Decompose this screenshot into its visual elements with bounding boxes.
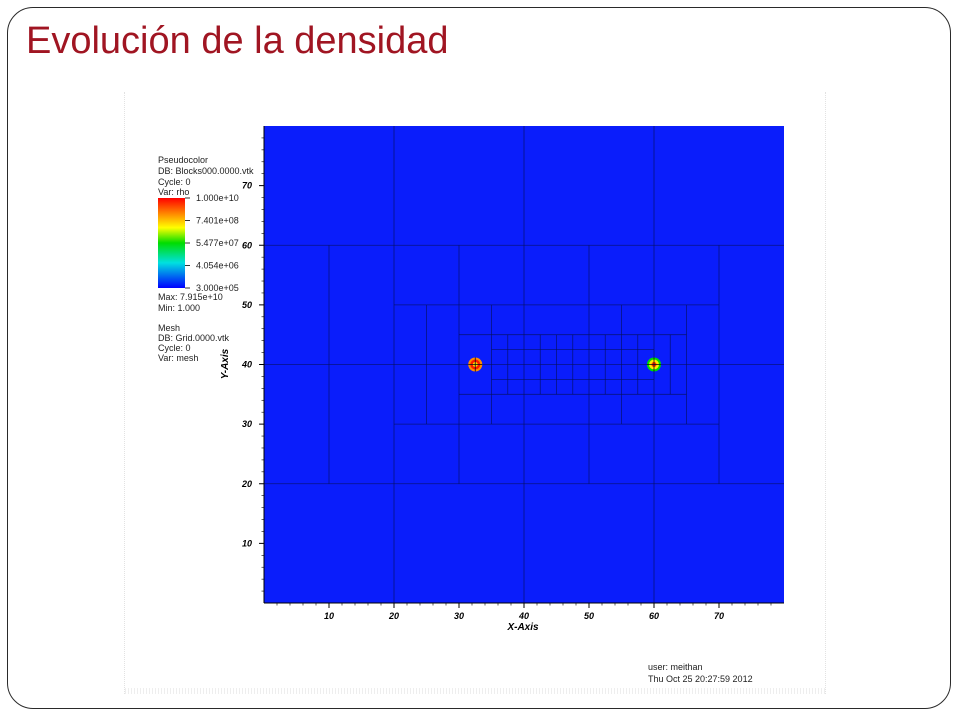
legend-pseudocolor-cycle: Cycle: 0 bbox=[158, 177, 191, 187]
colorbar-tick-label: 3.000e+05 bbox=[196, 283, 239, 293]
colorbar-ticks: 1.000e+10 7.401e+08 5.477e+07 4.054e+06 3.00… bbox=[185, 193, 239, 293]
density-hotspot bbox=[647, 357, 661, 372]
y-tick-label: 50 bbox=[242, 300, 252, 310]
x-tick-label: 70 bbox=[714, 611, 724, 621]
x-tick-label: 20 bbox=[388, 611, 399, 621]
legend-mesh-heading: Mesh bbox=[158, 323, 180, 333]
legend-pseudocolor-var: Var: rho bbox=[158, 187, 189, 197]
y-tick-label: 70 bbox=[242, 181, 252, 191]
x-tick-label: 60 bbox=[649, 611, 659, 621]
legend-pseudocolor-db: DB: Blocks000.0000.vtk bbox=[158, 166, 254, 176]
slide-title: Evolución de la densidad bbox=[26, 20, 449, 62]
legend-mesh-var: Var: mesh bbox=[158, 353, 198, 363]
colorbar-tick-label: 4.054e+06 bbox=[196, 261, 239, 271]
x-tick-label: 40 bbox=[518, 611, 529, 621]
y-tick-label: 20 bbox=[241, 479, 252, 489]
legend-mesh-cycle: Cycle: 0 bbox=[158, 343, 191, 353]
colorbar-tick-label: 5.477e+07 bbox=[196, 238, 239, 248]
y-tick-label: 10 bbox=[242, 538, 252, 548]
axes: 10 20 30 40 50 60 70 10 20 30 40 50 60 70 bbox=[241, 126, 784, 621]
x-tick-label: 10 bbox=[324, 611, 334, 621]
y-axis-label: Y-Axis bbox=[220, 348, 231, 379]
x-tick-label: 30 bbox=[454, 611, 464, 621]
legend-min: Min: 1.000 bbox=[158, 303, 200, 313]
legend-max: Max: 7.915e+10 bbox=[158, 292, 223, 302]
x-tick-label: 50 bbox=[584, 611, 594, 621]
footer-user: user: meithan bbox=[648, 662, 703, 672]
legend: Pseudocolor DB: Blocks000.0000.vtk Cycle… bbox=[158, 155, 254, 363]
colorbar-tick-label: 7.401e+08 bbox=[196, 216, 239, 226]
colorbar-tick-label: 1.000e+10 bbox=[196, 193, 239, 203]
colorbar bbox=[158, 198, 185, 288]
footer-date: Thu Oct 25 20:27:59 2012 bbox=[648, 674, 753, 684]
density-hotspot bbox=[468, 357, 483, 372]
y-tick-label: 60 bbox=[242, 240, 252, 250]
x-axis-label: X-Axis bbox=[506, 622, 539, 633]
density-hotspots bbox=[468, 357, 661, 372]
legend-mesh-db: DB: Grid.0000.vtk bbox=[158, 333, 230, 343]
y-tick-label: 40 bbox=[241, 360, 252, 370]
y-tick-label: 30 bbox=[242, 419, 252, 429]
panel-bottom-strip bbox=[125, 688, 825, 694]
legend-pseudocolor-heading: Pseudocolor bbox=[158, 155, 208, 165]
